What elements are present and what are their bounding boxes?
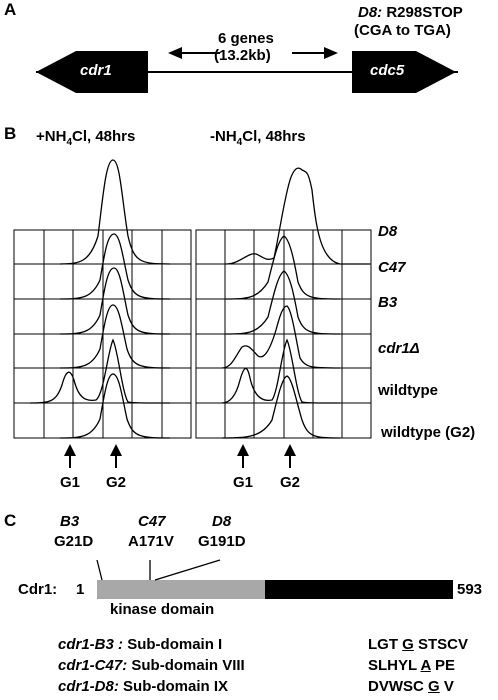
hist-left-c47: [59, 233, 171, 300]
g1-label-left: G1: [60, 474, 81, 491]
hist-left-wildtype: [29, 338, 171, 404]
protein-end-residue: 593: [457, 581, 483, 598]
panel-a-letter: A: [4, 0, 17, 19]
mutant-change-c47: A171V: [128, 533, 174, 550]
hist-right-b3: [225, 270, 341, 335]
panel-c-letter: C: [4, 511, 17, 530]
left-condition-title: +NH4Cl, 48hrs: [36, 128, 136, 148]
hist-left-wildtype-g2: [59, 373, 171, 439]
mutant-change-b3: G21D: [54, 533, 94, 550]
mutant-change-d8: G191D: [198, 533, 246, 550]
subdomain-row-b3: cdr1-B3 : Sub-domain I: [58, 636, 223, 653]
mutant-allele-c47: C47: [138, 513, 166, 530]
row-label-b3: B3: [378, 294, 398, 311]
hist-right-cdr1: [221, 305, 341, 369]
sequence-c47: SLHYL A PE: [368, 657, 455, 674]
row-label-c47: C47: [378, 259, 406, 276]
d8-mutation-label: D8: R298STOP: [358, 4, 463, 21]
hist-left-d8: [59, 159, 171, 265]
d8-marker-line: [154, 559, 221, 581]
row-label-wildtype: wildtype: [378, 382, 439, 399]
row-label-wildtype-g2: wildtype (G2): [381, 424, 476, 441]
g2-label-left: G2: [106, 474, 127, 491]
hist-right-wildtype-g2: [221, 375, 341, 439]
d8-codon-label: (CGA to TGA): [354, 22, 451, 39]
panel-b-letter: B: [4, 124, 17, 143]
g2-label-right: G2: [280, 474, 301, 491]
sequence-d8: DVWSC G V: [368, 678, 454, 695]
subdomain-row-d8: cdr1-D8: Sub-domain IX: [58, 678, 229, 695]
protein-name-label: Cdr1:: [18, 581, 58, 598]
sequence-b3: LGT G STSCV: [368, 636, 469, 653]
flow-grid-right: [195, 229, 372, 439]
hist-left-cdr1: [59, 304, 171, 369]
cdc5-gene-arrow: [352, 51, 456, 93]
kinase-domain-region: [97, 580, 265, 599]
cdr1-gene-label: cdr1: [80, 62, 112, 79]
kinase-domain-label: kinase domain: [110, 601, 215, 618]
cdr1-gene-arrow: [36, 51, 148, 93]
g1-label-right: G1: [233, 474, 254, 491]
row-label-d8: D8: [378, 223, 398, 240]
genes-distance-label: (13.2kb): [214, 47, 271, 64]
right-condition-title: -NH4Cl, 48hrs: [210, 128, 306, 148]
hist-right-d8: [225, 167, 370, 265]
b3-marker-line: [96, 559, 103, 581]
hist-right-wildtype: [221, 338, 341, 404]
row-label-cdr1-delta: cdr1Δ: [378, 340, 420, 357]
genes-count-label: 6 genes: [218, 30, 274, 47]
hist-right-c47: [225, 235, 341, 300]
mutant-allele-b3: B3: [60, 513, 80, 530]
cdc5-gene-label: cdc5: [370, 62, 405, 79]
protein-start-residue: 1: [76, 581, 85, 598]
hist-left-b3: [59, 267, 171, 335]
subdomain-row-c47: cdr1-C47: Sub-domain VIII: [58, 657, 245, 674]
mutant-allele-d8: D8: [212, 513, 232, 530]
